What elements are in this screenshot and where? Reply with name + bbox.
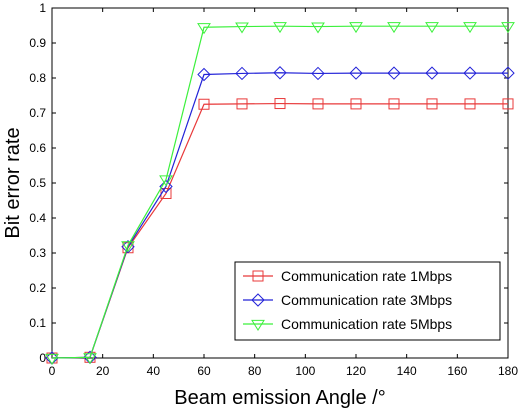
data-point (388, 98, 400, 110)
y-tick-label: 0.6 (29, 141, 46, 155)
y-tick-label: 0.9 (29, 36, 46, 50)
x-tick-label: 180 (498, 364, 518, 378)
data-point (425, 66, 439, 80)
y-tick-label: 0.8 (29, 71, 46, 85)
x-tick-label: 60 (197, 364, 211, 378)
data-point (425, 22, 439, 34)
data-point (236, 98, 248, 110)
legend-box (234, 261, 501, 341)
data-point (501, 22, 515, 34)
data-point (198, 98, 210, 110)
y-tick-label: 1 (39, 1, 46, 15)
x-tick-label: 160 (447, 364, 467, 378)
x-axis-label: Beam emission Angle /° (174, 387, 385, 409)
y-tick-label: 0.1 (29, 316, 46, 330)
data-point (45, 353, 59, 365)
y-tick-label: 0.2 (29, 281, 46, 295)
x-tick-label: 120 (346, 364, 366, 378)
data-point (502, 98, 514, 110)
data-point (235, 22, 249, 34)
data-point (349, 66, 363, 80)
series-3 (45, 22, 515, 365)
legend-entry: Communication rate 5Mbps (243, 316, 452, 332)
data-point (501, 66, 515, 80)
x-tick-label: 40 (147, 364, 161, 378)
y-tick-label: 0.7 (29, 106, 46, 120)
y-tick-label: 0.5 (29, 176, 46, 190)
data-point (159, 179, 173, 194)
series-layer (45, 22, 515, 365)
legend-label: Communication rate 5Mbps (281, 316, 452, 332)
data-point (273, 66, 287, 80)
legend-label: Communication rate 1Mbps (281, 268, 452, 284)
data-point (350, 98, 362, 110)
x-tick-label: 20 (96, 364, 110, 378)
data-point (387, 66, 401, 80)
data-point (273, 22, 287, 34)
data-point (121, 241, 135, 253)
legend-entry: Communication rate 3Mbps (243, 292, 452, 308)
legend-entry: Communication rate 1Mbps (243, 268, 452, 284)
data-point (464, 98, 476, 110)
y-tick-label: 0.4 (29, 211, 46, 225)
legend-entries: Communication rate 1Mbps Communication ra… (243, 268, 452, 332)
data-point (387, 22, 401, 34)
data-point (312, 98, 324, 110)
y-tick-label: 0.3 (29, 246, 46, 260)
data-point (274, 98, 286, 110)
data-point (463, 66, 477, 80)
x-tick-label: 0 (49, 364, 56, 378)
y-axis-ticks: 0 0.1 0.2 0.3 0.4 0.5 0.6 0.7 0.8 0.9 1 (29, 1, 508, 365)
data-point (83, 353, 97, 365)
legend-marker (251, 319, 265, 331)
x-axis-ticks: 0 20 40 60 80 100 120 140 160 180 (49, 8, 518, 378)
legend-marker (251, 293, 265, 307)
legend-label: Communication rate 3Mbps (281, 292, 452, 308)
legend-marker (252, 270, 264, 282)
data-point (197, 23, 211, 35)
data-point (463, 22, 477, 34)
data-point (197, 67, 211, 82)
series-line (51, 25, 508, 359)
x-tick-label: 80 (248, 364, 262, 378)
x-tick-label: 100 (295, 364, 315, 378)
data-point (235, 66, 249, 81)
data-point (159, 175, 173, 187)
data-point (311, 66, 325, 81)
y-axis-label: Bit error rate (2, 127, 24, 238)
y-tick-label: 0 (39, 351, 46, 365)
data-point (349, 22, 363, 34)
data-point (311, 22, 325, 34)
data-point (426, 98, 438, 110)
legend: Communication rate 1Mbps Communication ra… (234, 261, 501, 341)
x-tick-label: 140 (397, 364, 417, 378)
